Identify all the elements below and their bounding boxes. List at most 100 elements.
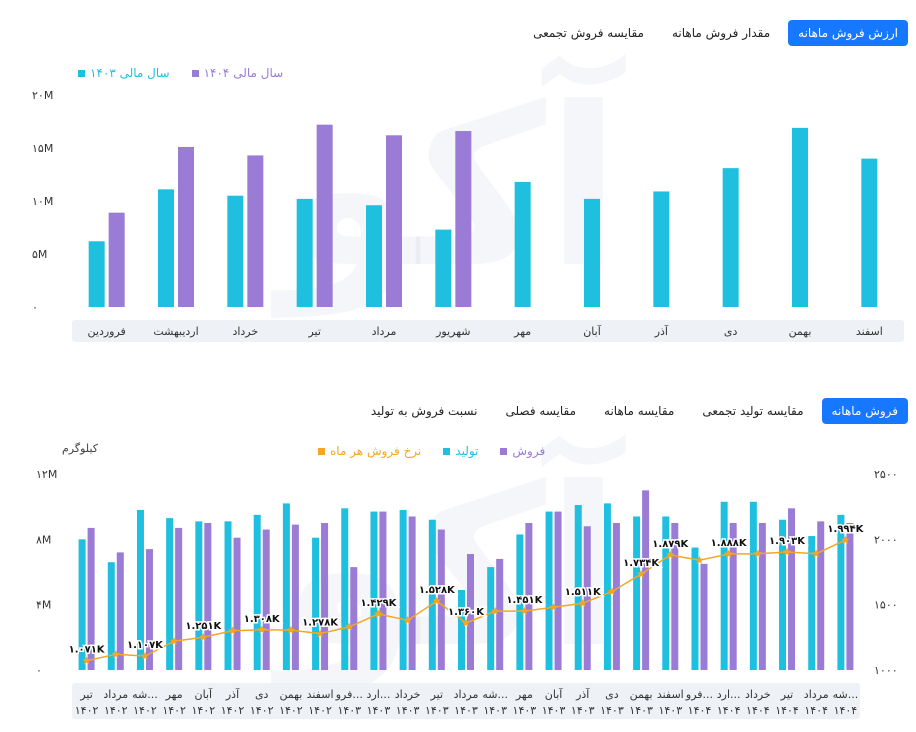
top-tab-2[interactable]: مقایسه فروش تجمعی [533, 26, 644, 40]
rate-point[interactable] [578, 598, 588, 607]
bar-sales[interactable] [700, 563, 708, 670]
rate-point[interactable] [636, 569, 646, 578]
rate-point[interactable] [82, 656, 91, 665]
rate-point[interactable] [345, 622, 354, 631]
bar-sales[interactable] [496, 558, 504, 670]
rate-point[interactable] [666, 550, 675, 559]
legend-item-1404[interactable]: سال مالی ۱۴۰۴ [191, 66, 283, 80]
bar-1404[interactable] [455, 131, 472, 307]
bar-production[interactable] [691, 547, 699, 671]
bar-production[interactable] [399, 509, 407, 670]
bar-1403[interactable] [296, 198, 313, 307]
rate-point[interactable] [811, 549, 821, 558]
bar-sales[interactable] [116, 552, 124, 670]
bar-sales[interactable] [758, 523, 766, 670]
bar-production[interactable] [574, 505, 582, 670]
bar-sales[interactable] [817, 521, 825, 670]
bar-production[interactable] [808, 536, 816, 670]
bar-sales[interactable] [321, 523, 329, 670]
rate-point[interactable] [140, 651, 150, 660]
rate-point[interactable] [695, 555, 704, 564]
top-tab-1[interactable]: مقدار فروش ماهانه [671, 26, 771, 40]
bar-sales[interactable] [729, 523, 737, 670]
bar-sales[interactable] [467, 554, 474, 670]
rate-point[interactable] [228, 626, 237, 635]
bar-1404[interactable] [247, 155, 264, 307]
bar-1403[interactable] [227, 195, 244, 307]
bar-sales[interactable] [350, 567, 358, 670]
rate-point[interactable] [199, 632, 208, 641]
rate-point[interactable] [490, 606, 500, 615]
bar-production[interactable] [487, 567, 495, 670]
top-tab-0[interactable]: ارزش فروش ماهانه [788, 20, 908, 46]
rate-point[interactable] [315, 629, 325, 638]
bar-sales[interactable] [233, 537, 241, 670]
rate-point[interactable] [374, 609, 383, 618]
rate-point[interactable] [432, 596, 442, 605]
bar-1403[interactable] [366, 205, 382, 307]
rate-point[interactable] [753, 549, 763, 558]
bar-production[interactable] [545, 511, 553, 670]
bar-1404[interactable] [386, 135, 402, 307]
bar-sales[interactable] [583, 526, 591, 670]
bar-1403[interactable] [435, 229, 452, 307]
bar-1403[interactable] [88, 241, 105, 307]
bar-1403[interactable] [722, 168, 739, 307]
bar-production[interactable] [107, 562, 115, 670]
bar-1403[interactable] [653, 191, 670, 307]
bar-production[interactable] [224, 521, 232, 670]
bar-production[interactable] [633, 516, 641, 670]
rate-point[interactable] [257, 625, 266, 634]
bar-production[interactable] [662, 516, 670, 670]
rate-point[interactable] [403, 615, 412, 624]
rate-point[interactable] [520, 606, 529, 615]
bar-1403[interactable] [514, 181, 531, 307]
bar-sales[interactable] [671, 523, 679, 670]
bar-sales[interactable] [642, 490, 650, 670]
bar-production[interactable] [166, 518, 174, 670]
bottom-tab-0[interactable]: فروش ماهانه [821, 398, 908, 424]
bar-production[interactable] [312, 537, 320, 670]
bar-1404[interactable] [178, 146, 194, 307]
bar-sales[interactable] [846, 523, 854, 670]
rate-point[interactable] [841, 535, 850, 544]
bar-1404[interactable] [108, 212, 125, 307]
bar-1403[interactable] [861, 158, 878, 307]
rate-point[interactable] [461, 618, 471, 627]
bottom-tab-3[interactable]: مقایسه فصلی [505, 404, 577, 418]
bar-production[interactable] [516, 534, 524, 670]
bar-1403[interactable] [584, 198, 600, 307]
bar-production[interactable] [136, 509, 144, 670]
bar-sales[interactable] [437, 529, 445, 670]
bar-production[interactable] [749, 501, 757, 670]
bar-sales[interactable] [554, 511, 562, 670]
bar-sales[interactable] [291, 524, 299, 670]
bar-production[interactable] [779, 519, 787, 670]
rate-point[interactable] [111, 649, 121, 658]
bar-sales[interactable] [204, 523, 212, 670]
bar-1404[interactable] [316, 124, 333, 308]
legend-item-sales[interactable]: فروش [500, 444, 545, 458]
rate-point[interactable] [607, 587, 617, 596]
rate-point[interactable] [724, 549, 733, 558]
rate-point[interactable] [169, 636, 179, 645]
bar-production[interactable] [458, 589, 465, 670]
bar-1403[interactable] [792, 127, 808, 307]
bar-sales[interactable] [262, 529, 270, 670]
legend-item-rate[interactable]: نرخ فروش هر ماه [318, 444, 421, 458]
bar-sales[interactable] [612, 523, 620, 670]
bar-sales[interactable] [175, 527, 183, 670]
bottom-tab-1[interactable]: مقایسه تولید تجمعی [702, 404, 804, 418]
bar-sales[interactable] [788, 508, 796, 670]
bar-sales[interactable] [145, 549, 153, 670]
legend-item-production[interactable]: تولید [443, 444, 478, 458]
rate-point[interactable] [782, 547, 792, 556]
bar-production[interactable] [370, 511, 378, 670]
bar-production[interactable] [253, 514, 261, 670]
bottom-tab-2[interactable]: مقایسه ماهانه [604, 404, 675, 418]
bar-1403[interactable] [158, 189, 174, 307]
bar-sales[interactable] [379, 511, 387, 670]
bar-production[interactable] [837, 514, 845, 670]
bar-production[interactable] [341, 508, 349, 670]
rate-point[interactable] [549, 602, 558, 611]
